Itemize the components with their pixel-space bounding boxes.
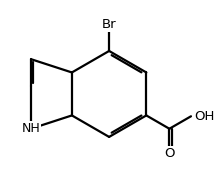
Text: Br: Br [102,18,116,31]
Text: OH: OH [194,110,215,123]
Text: O: O [164,147,175,160]
Text: NH: NH [22,122,40,135]
